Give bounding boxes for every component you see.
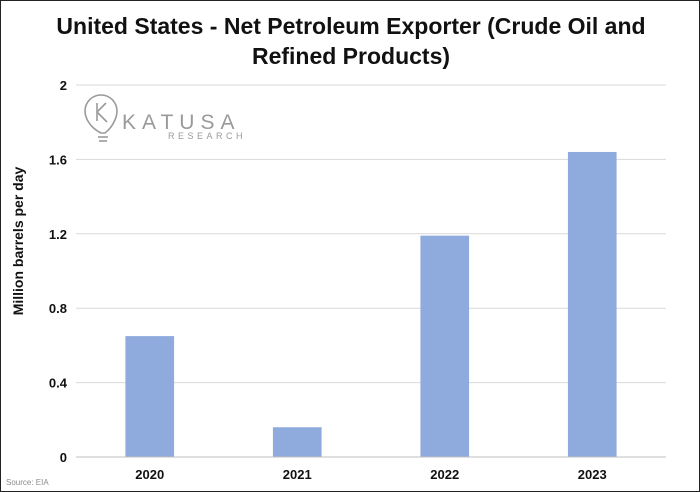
y-tick-label: 1.2 bbox=[49, 227, 67, 242]
source-note: Source: EIA bbox=[6, 478, 49, 487]
bars bbox=[125, 151, 617, 457]
gridlines bbox=[76, 84, 666, 384]
lightbulb-k-icon bbox=[84, 94, 118, 142]
logo-tagline: RESEARCH bbox=[168, 131, 246, 141]
bar-2020 bbox=[125, 336, 175, 457]
y-tick-label: 2 bbox=[60, 78, 67, 93]
y-tick-label: 1.6 bbox=[49, 152, 67, 167]
bar-2022 bbox=[420, 235, 470, 457]
axes: 0 0.4 0.8 1.2 1.6 2 2020 2021 2022 2023 bbox=[49, 78, 666, 482]
y-tick-label: 0 bbox=[60, 450, 67, 465]
chart-title: United States - Net Petroleum Exporter (… bbox=[56, 13, 646, 69]
y-tick-label: 0.8 bbox=[49, 301, 67, 316]
logo-name: KATUSA bbox=[122, 111, 240, 134]
x-tick-label: 2023 bbox=[578, 467, 607, 482]
y-tick-label: 0.4 bbox=[49, 376, 68, 391]
x-tick-label: 2020 bbox=[135, 467, 164, 482]
x-tick-label: 2022 bbox=[430, 467, 459, 482]
bar-2023 bbox=[567, 151, 617, 457]
bar-2021 bbox=[272, 427, 322, 457]
x-tick-label: 2021 bbox=[283, 467, 312, 482]
katusa-logo: KATUSA RESEARCH bbox=[84, 94, 246, 142]
